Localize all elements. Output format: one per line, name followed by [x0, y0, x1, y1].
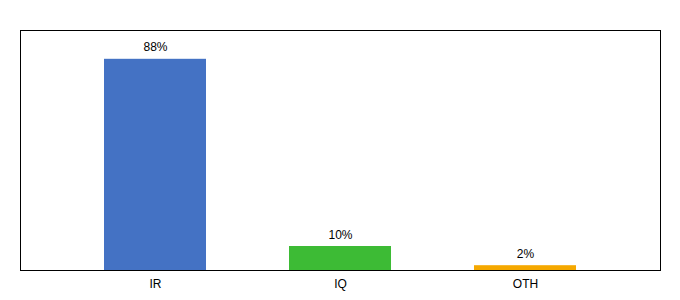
svg-text:88%: 88%: [143, 40, 167, 54]
svg-text:10%: 10%: [328, 228, 352, 242]
svg-text:OTH: OTH: [513, 277, 538, 291]
svg-text:2%: 2%: [517, 247, 535, 261]
svg-text:IQ: IQ: [334, 277, 347, 291]
svg-text:IR: IR: [150, 277, 162, 291]
